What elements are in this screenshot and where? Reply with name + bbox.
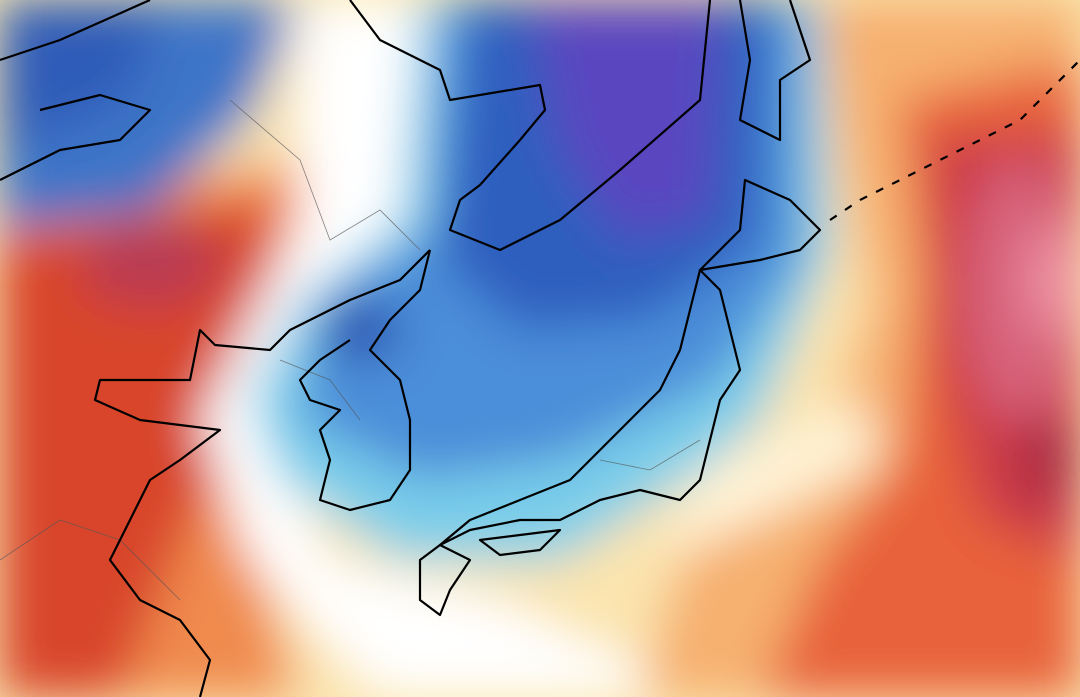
border-lines: [0, 99, 701, 601]
